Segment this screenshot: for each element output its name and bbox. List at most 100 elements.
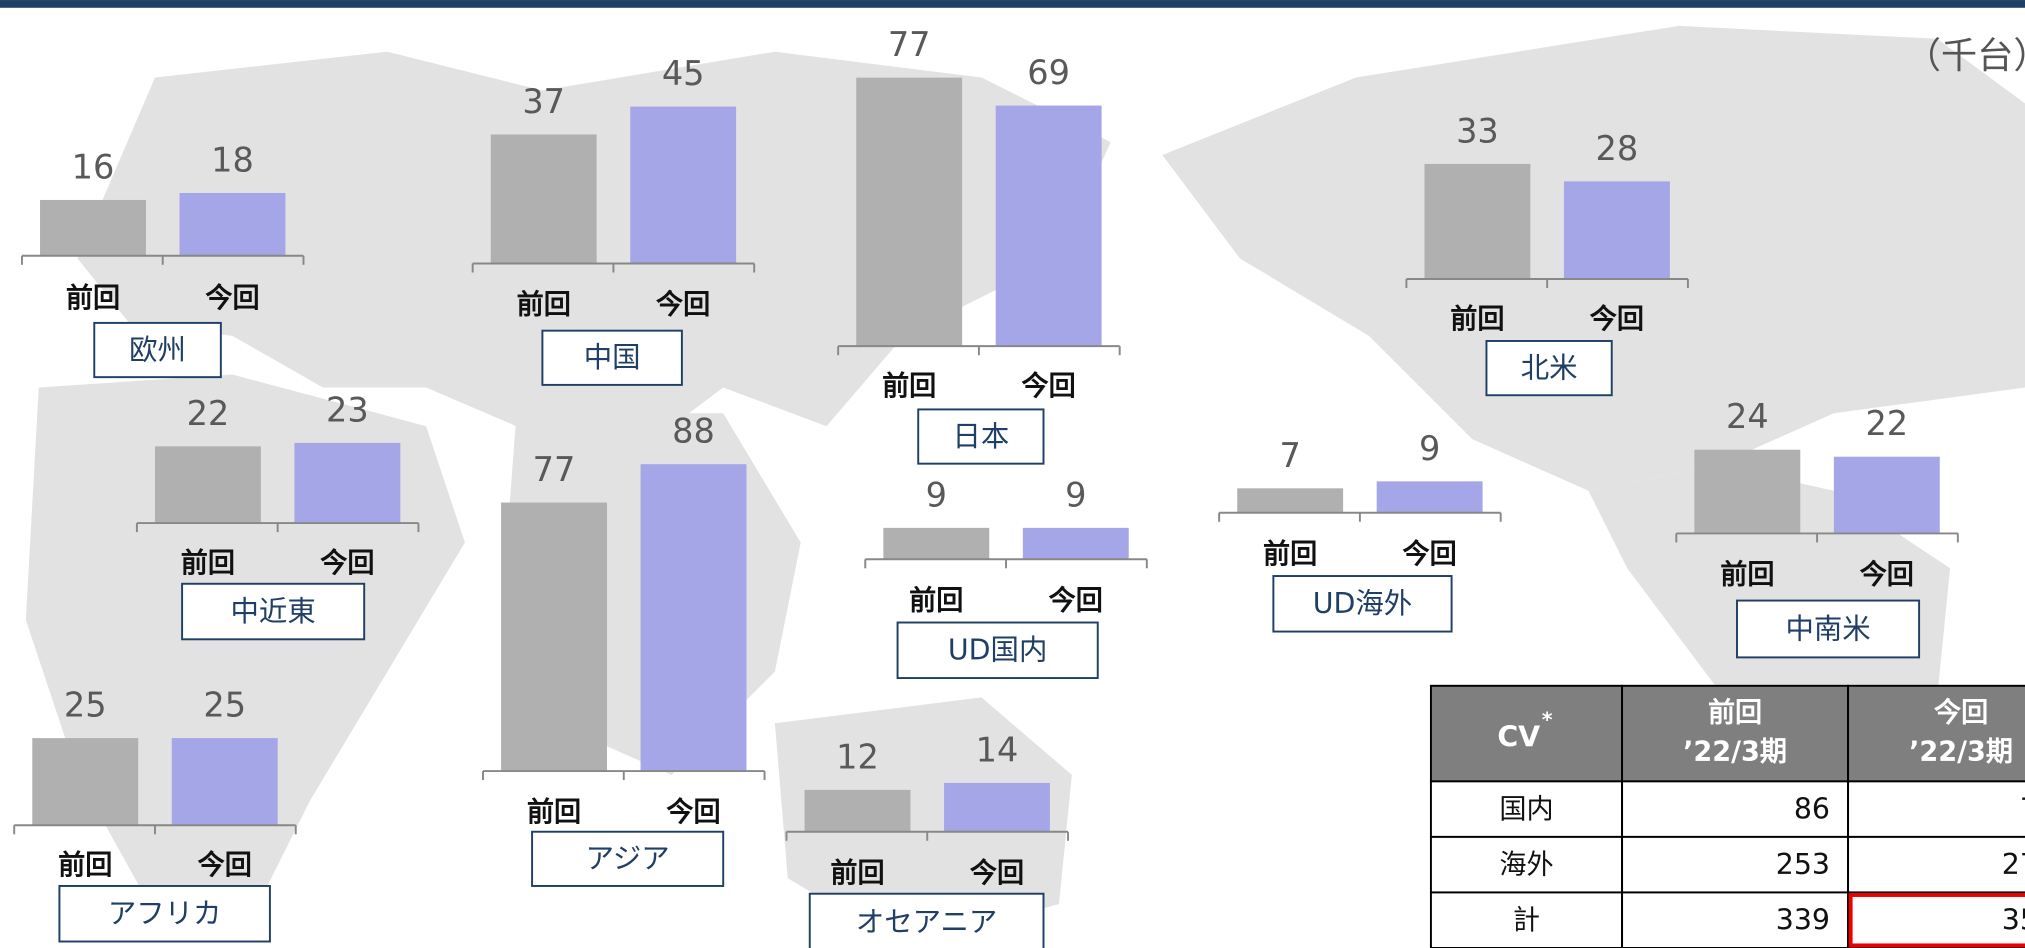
category-label: 今回 bbox=[205, 282, 259, 314]
header-cell bbox=[1429, 684, 1624, 783]
table-cell bbox=[1847, 780, 2025, 838]
value-label: 25 bbox=[64, 686, 107, 725]
bar bbox=[171, 738, 278, 826]
header-text: CV bbox=[1497, 721, 1540, 754]
category-label: 前回 bbox=[58, 849, 112, 881]
bar bbox=[40, 199, 146, 256]
value-label: 7 bbox=[1279, 436, 1300, 475]
table-cell bbox=[1847, 835, 2025, 894]
region-box bbox=[896, 621, 1099, 680]
value-label: 33 bbox=[1456, 111, 1499, 150]
charts: 16前回18今回欧州37前回45今回中国77前回69今回日本33前回28今回北米… bbox=[13, 25, 1959, 948]
category-label: 今回 bbox=[1022, 370, 1076, 402]
value-label: 77 bbox=[533, 450, 576, 489]
bar bbox=[1376, 481, 1483, 513]
row-label: 国内 bbox=[1499, 794, 1553, 825]
value-label: 12 bbox=[836, 737, 879, 776]
highlight-box bbox=[1848, 893, 2025, 948]
cell-value: 86 bbox=[1794, 792, 1830, 825]
region-label: 欧州 bbox=[129, 333, 186, 366]
table-cell bbox=[1847, 891, 2025, 948]
header-sup: * bbox=[1542, 708, 1553, 732]
category-label: 前回 bbox=[830, 857, 884, 889]
value-label: 16 bbox=[72, 147, 115, 186]
region-label: 日本 bbox=[952, 420, 1009, 453]
header-text: ’22/3期 bbox=[1909, 736, 2013, 767]
region-box bbox=[58, 885, 271, 943]
value-label: 25 bbox=[203, 686, 246, 725]
region-box bbox=[181, 582, 366, 641]
category-label: 前回 bbox=[527, 796, 581, 828]
bar bbox=[1022, 527, 1129, 560]
header-text: 今回 bbox=[1934, 697, 1988, 729]
cell-value: 339 bbox=[1776, 903, 1830, 936]
cell-value: 253 bbox=[1776, 848, 1830, 881]
value-label: 18 bbox=[211, 140, 254, 179]
bar bbox=[501, 502, 607, 772]
value-label: 88 bbox=[672, 412, 715, 451]
region-label: アフリカ bbox=[108, 897, 222, 930]
header-cell bbox=[1621, 684, 1850, 783]
value-label: 9 bbox=[926, 475, 947, 514]
cell-value: 272 bbox=[2002, 848, 2025, 881]
category-label: 前回 bbox=[517, 289, 571, 321]
category-label: 今回 bbox=[656, 289, 710, 321]
cell-value: 350 bbox=[2002, 903, 2025, 936]
category-label: 今回 bbox=[1860, 559, 1914, 591]
region-box bbox=[1485, 340, 1613, 397]
row-label: 計 bbox=[1513, 905, 1540, 936]
table-cell bbox=[1429, 891, 1624, 948]
value-label: 14 bbox=[976, 730, 1019, 769]
category-label: 今回 bbox=[970, 857, 1024, 889]
bar bbox=[883, 527, 990, 560]
value-label: 22 bbox=[1865, 404, 1908, 443]
value-label: 24 bbox=[1726, 397, 1769, 436]
region-label: 中国 bbox=[584, 341, 641, 374]
value-label: 77 bbox=[888, 25, 931, 64]
category-label: 今回 bbox=[320, 547, 374, 579]
category-label: 前回 bbox=[909, 584, 963, 616]
value-label: 28 bbox=[1596, 129, 1639, 168]
region-box bbox=[1272, 575, 1453, 633]
category-label: 今回 bbox=[666, 796, 720, 828]
table-cell bbox=[1621, 891, 1850, 948]
bar bbox=[1694, 449, 1801, 534]
region-label: 中近東 bbox=[231, 595, 316, 628]
region-label: UD海外 bbox=[1313, 587, 1412, 620]
bar bbox=[179, 192, 286, 256]
region-box bbox=[808, 892, 1045, 948]
bar-chart: 7 前回 9 今回 UD海外 bbox=[1218, 429, 1502, 633]
region-label: 中南米 bbox=[1785, 612, 1870, 645]
category-label: 前回 bbox=[1720, 559, 1774, 591]
bar bbox=[944, 782, 1050, 832]
region-label: オセアニア bbox=[856, 905, 997, 938]
header-text: 前回 bbox=[1708, 697, 1762, 729]
value-label: 9 bbox=[1419, 429, 1440, 468]
region-box bbox=[917, 408, 1045, 465]
header-cell bbox=[1847, 684, 2025, 783]
category-label: 今回 bbox=[1403, 538, 1457, 570]
value-label: 22 bbox=[187, 394, 230, 433]
category-label: 前回 bbox=[1450, 303, 1504, 335]
header-text: ’22/3期 bbox=[1683, 736, 1787, 767]
region-box bbox=[93, 321, 222, 379]
bar bbox=[995, 105, 1102, 347]
category-label: 前回 bbox=[1263, 538, 1317, 570]
bar bbox=[490, 134, 597, 264]
bar bbox=[630, 106, 737, 264]
region-label: UD国内 bbox=[948, 634, 1047, 667]
table-cell bbox=[1621, 780, 1850, 838]
bar bbox=[640, 464, 747, 772]
bar bbox=[1833, 456, 1940, 534]
category-label: 今回 bbox=[1590, 303, 1644, 335]
